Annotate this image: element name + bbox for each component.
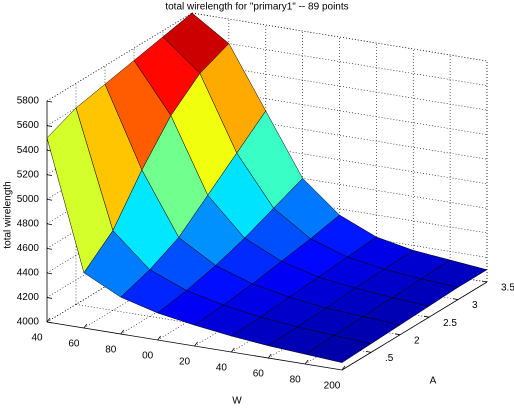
y-tick: [394, 333, 401, 336]
z-tick-label: 5400: [17, 145, 40, 156]
y-tick: [365, 351, 372, 353]
z-tick: [46, 125, 53, 127]
x-tick-label: 60: [68, 339, 80, 350]
z-tick: [46, 297, 53, 299]
z-axis-label: total wirelength: [3, 181, 14, 248]
z-tick: [46, 272, 53, 275]
z-tick-label: 4600: [17, 243, 40, 254]
x-tick-label: 60: [253, 369, 265, 380]
grid-line: [46, 12, 193, 102]
x-tick-label: 200: [324, 381, 341, 392]
x-tick: [304, 359, 309, 365]
z-tick-label: 5200: [17, 169, 40, 180]
x-tick-label: 80: [105, 345, 117, 356]
z-tick-label: 4000: [17, 317, 40, 328]
z-tick-label: 4800: [17, 218, 40, 229]
x-axis-label: W: [232, 396, 242, 407]
y-tick-label: 3: [472, 300, 478, 311]
grid-line: [191, 12, 488, 62]
z-tick-label: 4200: [17, 292, 40, 303]
x-tick: [194, 341, 198, 347]
z-tick-label: 4400: [17, 268, 40, 279]
grid-line: [341, 281, 488, 371]
grid-line: [191, 37, 488, 86]
grid-line: [191, 135, 488, 185]
grid-line: [191, 184, 488, 234]
x-tick: [341, 365, 346, 371]
x-tick-label: 80: [290, 375, 302, 386]
z-tick: [46, 100, 53, 103]
z-tick-label: 5000: [17, 194, 40, 205]
x-tick: [267, 353, 272, 359]
z-tick-label: 5800: [17, 96, 40, 107]
z-tick: [46, 198, 53, 201]
y-tick: [423, 315, 430, 318]
x-tick-label: 00: [142, 351, 154, 362]
x-tick: [120, 329, 125, 335]
x-tick: [157, 335, 161, 341]
grid-line: [191, 160, 488, 209]
x-tick-label: 40: [216, 363, 228, 374]
x-tick: [46, 317, 51, 323]
grid-line: [191, 209, 488, 258]
z-tick: [46, 321, 53, 324]
x-tick-label: 40: [31, 333, 43, 344]
x-tick: [231, 347, 235, 353]
y-axis-label: A: [430, 376, 437, 387]
z-tick: [46, 223, 53, 226]
y-tick-label: .5: [385, 353, 394, 364]
y-tick: [452, 298, 459, 300]
z-tick: [46, 174, 53, 177]
z-tick: [46, 247, 53, 250]
y-tick: [481, 280, 488, 283]
chart-title: total wirelength for "primary1" -- 89 po…: [165, 2, 348, 13]
z-tick-label: 5600: [17, 120, 40, 131]
grid-line: [191, 110, 488, 160]
y-tick-label: 2: [414, 335, 420, 346]
grid-line: [191, 61, 488, 111]
x-tick: [83, 323, 88, 329]
grid-line: [191, 86, 488, 135]
x-tick-label: 20: [179, 357, 191, 368]
y-tick-label: 3.5: [501, 283, 514, 294]
y-tick-label: 2.5: [443, 318, 457, 329]
surface-patch: [304, 335, 372, 363]
